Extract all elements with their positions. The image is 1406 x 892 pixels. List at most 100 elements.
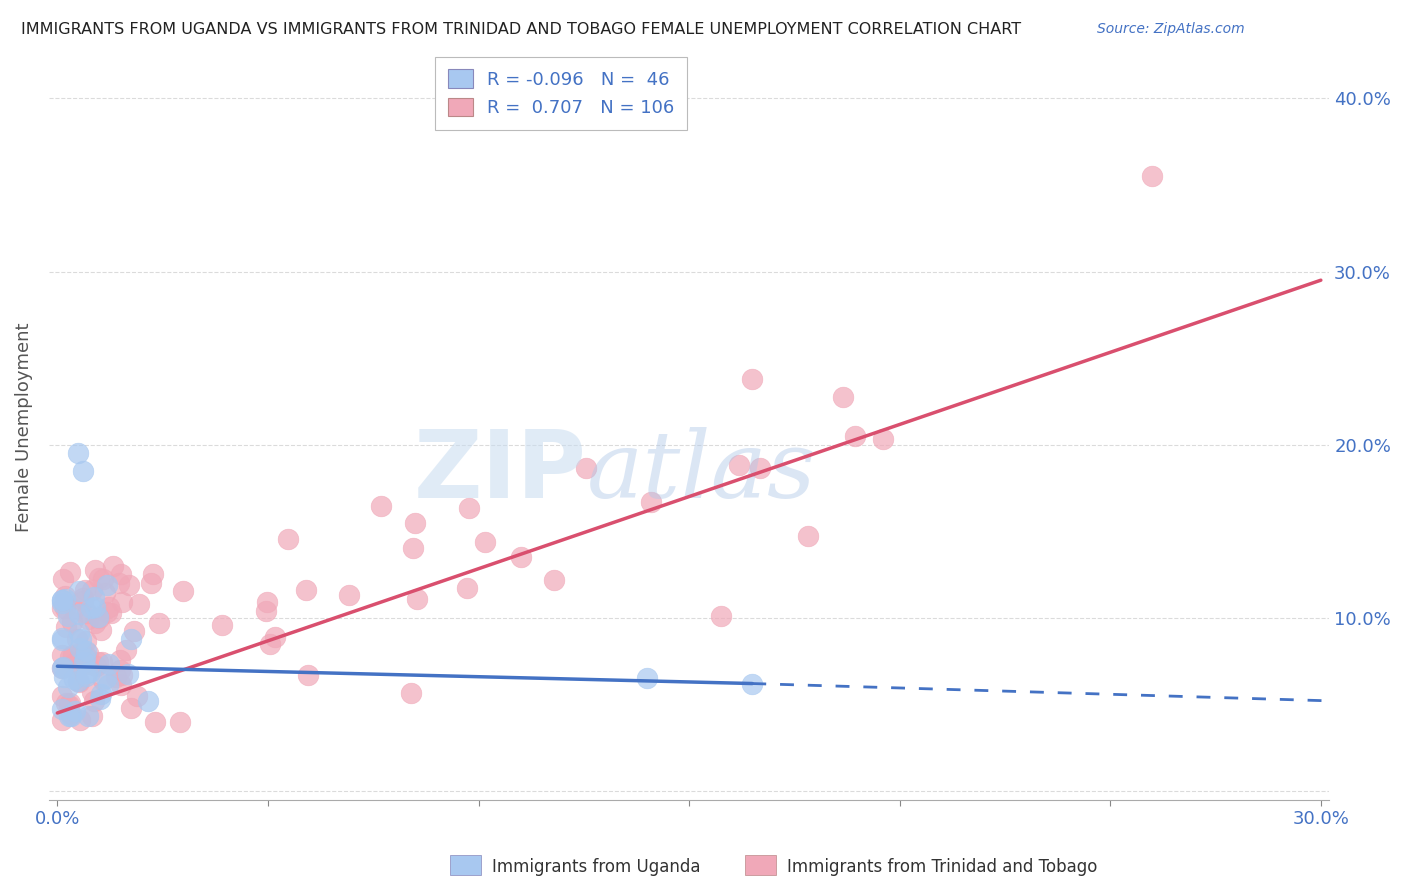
- Point: [509, 550, 531, 565]
- Point: [710, 609, 733, 624]
- Point: [51, 648, 73, 662]
- Point: [124, 624, 146, 638]
- Point: [110, 677, 132, 691]
- Point: [401, 541, 423, 555]
- Point: [636, 671, 658, 685]
- Point: [55, 696, 77, 710]
- Point: [75, 648, 97, 663]
- Point: [51, 631, 73, 645]
- Point: [117, 666, 139, 681]
- Point: [53, 592, 76, 607]
- Point: [51, 661, 73, 675]
- Point: [80, 601, 103, 615]
- Point: [115, 642, 138, 657]
- Text: IMMIGRANTS FROM UGANDA VS IMMIGRANTS FROM TRINIDAD AND TOBAGO FEMALE UNEMPLOYMEN: IMMIGRANTS FROM UGANDA VS IMMIGRANTS FRO…: [21, 22, 1021, 37]
- Point: [111, 595, 134, 609]
- Point: [96, 605, 118, 619]
- Point: [51, 596, 73, 610]
- Point: [59, 707, 82, 722]
- Point: [66, 674, 89, 689]
- Point: [52, 660, 75, 674]
- Point: [136, 694, 159, 708]
- Point: [297, 668, 319, 682]
- Point: [337, 588, 360, 602]
- Text: ZIP: ZIP: [413, 426, 586, 518]
- Point: [128, 597, 150, 611]
- Point: [103, 559, 125, 574]
- Point: [62, 602, 84, 616]
- Point: [404, 516, 426, 530]
- Point: [94, 586, 117, 600]
- Point: [51, 601, 73, 615]
- Point: [83, 616, 105, 631]
- Point: [69, 632, 91, 646]
- Point: [110, 567, 132, 582]
- Point: [370, 499, 392, 513]
- Text: atlas: atlas: [586, 427, 817, 517]
- Point: [58, 708, 80, 723]
- Point: [405, 592, 427, 607]
- Point: [100, 607, 122, 621]
- Point: [108, 575, 131, 590]
- Point: [60, 709, 83, 723]
- Point: [59, 697, 82, 711]
- Point: [66, 673, 89, 688]
- Point: [56, 680, 79, 694]
- Point: [108, 653, 131, 667]
- Point: [69, 713, 91, 727]
- Point: [51, 714, 73, 728]
- Point: [58, 698, 80, 712]
- Point: [51, 592, 73, 607]
- Point: [399, 685, 422, 699]
- Point: [142, 567, 165, 582]
- Point: [51, 661, 73, 675]
- Point: [51, 632, 73, 647]
- Text: Source: ZipAtlas.com: Source: ZipAtlas.com: [1097, 22, 1244, 37]
- Point: [90, 623, 112, 637]
- Point: [120, 632, 142, 646]
- Point: [69, 645, 91, 659]
- Point: [63, 704, 86, 718]
- Point: [67, 675, 90, 690]
- Point: [79, 665, 101, 680]
- Point: [52, 572, 75, 586]
- Point: [63, 657, 86, 671]
- Point: [72, 464, 94, 478]
- Point: [87, 655, 110, 669]
- Point: [90, 687, 112, 701]
- Point: [172, 583, 194, 598]
- Point: [1142, 169, 1164, 184]
- Point: [295, 583, 318, 598]
- Point: [89, 571, 111, 585]
- Point: [84, 600, 107, 615]
- Point: [456, 581, 478, 595]
- Point: [51, 701, 73, 715]
- Point: [143, 714, 166, 729]
- Point: [254, 604, 277, 618]
- Point: [256, 595, 278, 609]
- Point: [84, 563, 107, 577]
- Point: [55, 620, 77, 634]
- Point: [94, 671, 117, 685]
- Y-axis label: Female Unemployment: Female Unemployment: [15, 323, 32, 533]
- Point: [97, 678, 120, 692]
- Point: [93, 572, 115, 586]
- Point: [76, 646, 98, 660]
- Point: [98, 600, 121, 615]
- Point: [59, 649, 82, 664]
- Text: Immigrants from Trinidad and Tobago: Immigrants from Trinidad and Tobago: [787, 858, 1098, 876]
- Point: [62, 648, 84, 663]
- Point: [83, 590, 105, 604]
- Point: [60, 615, 83, 630]
- Point: [83, 694, 105, 708]
- Point: [263, 631, 285, 645]
- Point: [67, 607, 90, 622]
- Point: [73, 582, 96, 597]
- Point: [76, 665, 98, 680]
- Point: [51, 593, 73, 607]
- Point: [474, 534, 496, 549]
- Point: [67, 626, 90, 640]
- Point: [89, 691, 111, 706]
- Point: [211, 618, 233, 632]
- Point: [75, 643, 97, 657]
